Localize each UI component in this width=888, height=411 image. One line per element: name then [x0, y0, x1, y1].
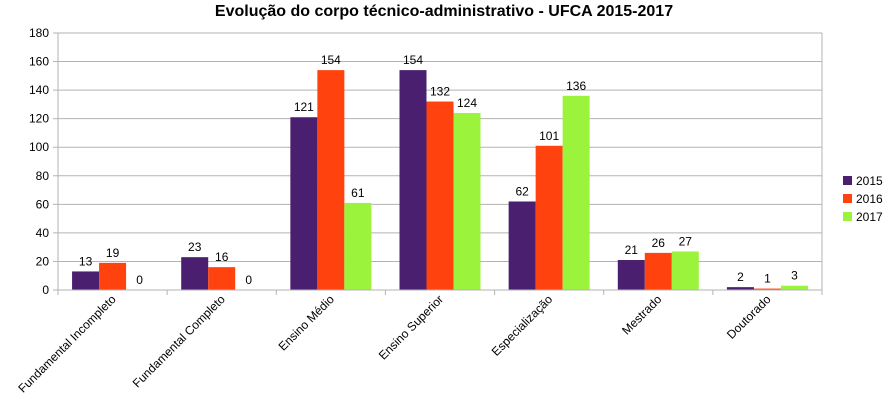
axes — [57, 33, 823, 291]
data-label: 23 — [188, 240, 202, 254]
bar-2016 — [208, 267, 236, 290]
data-label: 62 — [515, 184, 529, 198]
x-tick-label: Fundamental Incompleto — [15, 292, 119, 396]
data-label: 101 — [539, 129, 559, 143]
data-label: 154 — [403, 53, 423, 67]
legend-label: 2015 — [856, 174, 883, 188]
bar-2016 — [644, 252, 672, 290]
bar-2015 — [726, 287, 754, 290]
x-tick-label: Mestrado — [619, 292, 665, 338]
bar-2015 — [399, 70, 427, 290]
bar-2015 — [290, 117, 318, 290]
data-label: 0 — [245, 273, 252, 287]
data-label: 16 — [215, 250, 229, 264]
data-label: 27 — [679, 234, 693, 248]
x-axis-ticks: Fundamental Incompleto Fundamental Comple… — [15, 290, 823, 396]
chart-title: Evolução do corpo técnico-administrativo… — [214, 3, 674, 20]
bar-2016 — [535, 145, 563, 290]
legend-swatch — [843, 194, 852, 203]
bar-2015 — [617, 260, 645, 290]
y-axis-ticks: 0 20 40 60 80 100 120 140 160 180 — [29, 26, 58, 297]
y-tick-label: 120 — [29, 112, 49, 126]
data-label: 13 — [79, 254, 93, 268]
bar-2017 — [671, 251, 699, 290]
bar-2017 — [453, 112, 481, 290]
data-label: 154 — [321, 53, 341, 67]
x-tick-label: Fundamental Completo — [130, 292, 228, 390]
data-label: 26 — [652, 236, 666, 250]
legend: 2015 2016 2017 — [843, 174, 883, 224]
bar-2016 — [317, 70, 345, 290]
y-tick-label: 20 — [36, 254, 50, 268]
bar-2017 — [780, 285, 808, 290]
data-label: 21 — [625, 243, 639, 257]
bar-2015 — [181, 257, 209, 290]
data-label: 136 — [566, 79, 586, 93]
legend-label: 2017 — [856, 210, 883, 224]
y-tick-label: 60 — [36, 197, 50, 211]
data-label: 121 — [294, 100, 314, 114]
data-label: 19 — [106, 246, 120, 260]
x-tick-label: Ensino Médio — [276, 292, 338, 354]
data-label: 3 — [791, 269, 798, 283]
y-tick-label: 100 — [29, 140, 49, 154]
x-tick-label: Especialização — [489, 292, 556, 359]
x-tick-label: Ensino Superior — [376, 292, 446, 362]
y-tick-label: 180 — [29, 26, 49, 40]
data-label: 132 — [430, 85, 450, 99]
legend-swatch — [843, 212, 852, 221]
bar-2016 — [753, 288, 781, 290]
bar-2017 — [344, 202, 372, 290]
bar-2017 — [562, 95, 590, 290]
data-label: 61 — [351, 186, 365, 200]
x-tick-label: Doutorado — [724, 292, 774, 342]
bars — [72, 70, 808, 291]
y-tick-label: 40 — [36, 226, 50, 240]
legend-swatch — [843, 176, 852, 185]
bar-2015 — [72, 271, 100, 290]
bar-2016 — [99, 262, 127, 290]
data-label: 0 — [136, 273, 143, 287]
data-label: 1 — [764, 272, 771, 286]
bar-2016 — [426, 101, 454, 291]
data-label: 124 — [457, 96, 477, 110]
legend-label: 2016 — [856, 192, 883, 206]
y-tick-label: 140 — [29, 83, 49, 97]
y-tick-label: 80 — [36, 169, 50, 183]
bar-2015 — [508, 201, 536, 290]
y-tick-label: 160 — [29, 55, 49, 69]
y-tick-label: 0 — [42, 283, 49, 297]
data-label: 2 — [737, 270, 744, 284]
